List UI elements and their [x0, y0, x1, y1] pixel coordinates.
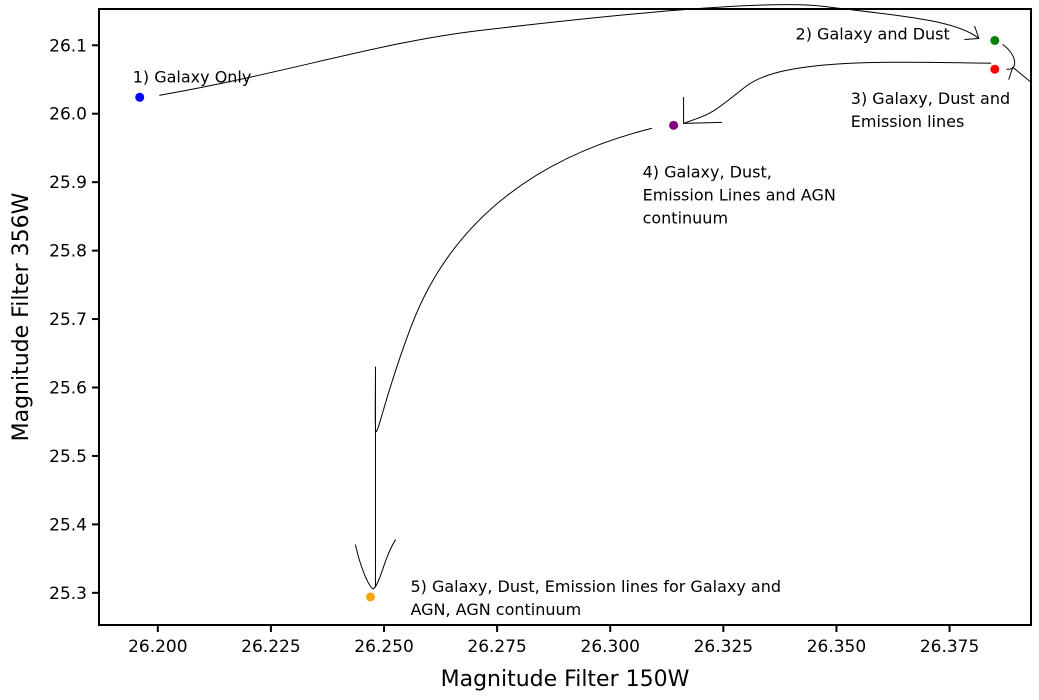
point-label-line: 4) Galaxy, Dust, — [643, 162, 772, 181]
point-label-line: 1) Galaxy Only — [133, 67, 252, 86]
y-tick-label: 25.5 — [49, 447, 87, 467]
x-tick-label: 26.350 — [807, 637, 866, 657]
arrow-3-to-4 — [683, 61, 992, 124]
y-tick-label: 25.9 — [49, 173, 87, 193]
point-label-line: 3) Galaxy, Dust and — [851, 89, 1010, 108]
point-label-line: Emission Lines and AGN — [643, 185, 836, 204]
plot-frame — [98, 8, 1032, 626]
y-axis-label: Magnitude Filter 356W — [9, 192, 34, 441]
arrow-1-to-2 — [159, 4, 980, 96]
x-axis-ticks: 26.200 26.225 26.250 26.275 26.300 26.325 26.3… — [128, 625, 979, 657]
y-axis-ticks: 25.3 25.4 25.5 25.6 25.7 25.8 25.9 26.0 26.1 — [49, 36, 99, 604]
point-annotations: 1) Galaxy Only 2) Galaxy and Dust 3) Galax… — [133, 24, 1010, 618]
x-tick-label: 26.250 — [354, 637, 413, 657]
y-tick-label: 25.8 — [49, 242, 87, 262]
data-points — [135, 35, 1000, 602]
point-label-line: Emission lines — [851, 112, 964, 131]
x-tick-label: 26.325 — [694, 637, 753, 657]
y-tick-label: 25.3 — [49, 584, 87, 604]
arrowhead-2-to-3 — [1008, 66, 1031, 82]
arrowhead-1-to-2 — [964, 25, 980, 40]
y-tick-label: 26.0 — [49, 105, 87, 125]
point-label-2: 2) Galaxy and Dust — [796, 24, 950, 43]
x-tick-label: 26.225 — [241, 637, 300, 657]
arrowhead-4-to-5 — [354, 539, 396, 590]
y-tick-label: 25.7 — [49, 310, 87, 330]
point-label-1: 1) Galaxy Only — [133, 67, 252, 86]
y-tick-label: 25.6 — [49, 378, 87, 398]
y-tick-label: 25.4 — [49, 515, 87, 535]
data-point-4 — [669, 120, 679, 130]
x-tick-label: 26.375 — [920, 637, 979, 657]
hand-drawn-arrows — [159, 4, 1031, 590]
arrow-4-to-5 — [374, 127, 653, 588]
x-axis-label: Magnitude Filter 150W — [441, 667, 690, 692]
x-tick-label: 26.300 — [581, 637, 640, 657]
data-point-1 — [135, 92, 145, 102]
point-label-5: 5) Galaxy, Dust, Emission lines for Gala… — [410, 577, 781, 619]
x-tick-label: 26.200 — [128, 637, 187, 657]
y-tick-label: 26.1 — [49, 36, 87, 56]
point-label-line: 5) Galaxy, Dust, Emission lines for Gala… — [410, 577, 781, 596]
axes — [98, 8, 1032, 626]
point-label-line: 2) Galaxy and Dust — [796, 24, 950, 43]
data-point-3 — [990, 64, 1000, 74]
point-label-line: AGN, AGN continuum — [410, 600, 581, 619]
point-label-4: 4) Galaxy, Dust, Emission Lines and AGN co… — [643, 162, 836, 227]
point-label-3: 3) Galaxy, Dust and Emission lines — [851, 89, 1010, 131]
arrowhead-3-to-4 — [683, 96, 723, 124]
point-label-line: continuum — [643, 208, 728, 227]
data-point-2 — [990, 35, 1000, 45]
arrow-2-to-3 — [1002, 43, 1016, 70]
data-point-5 — [365, 592, 375, 602]
x-tick-label: 26.275 — [467, 637, 526, 657]
